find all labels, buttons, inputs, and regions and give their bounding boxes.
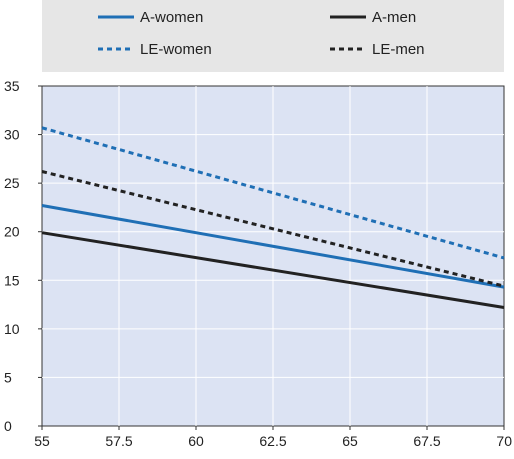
y-tick-label: 25 (4, 175, 20, 191)
legend-box (42, 0, 504, 72)
y-tick-label: 20 (4, 224, 20, 240)
y-tick-label: 30 (4, 127, 20, 143)
x-tick-label: 67.5 (413, 433, 440, 449)
legend-label-a-women: A-women (140, 9, 203, 26)
legend-label-le-men: LE-men (372, 41, 425, 58)
y-tick-label: 5 (4, 369, 12, 385)
y-tick-label: 35 (4, 78, 20, 94)
y-tick-label: 15 (4, 272, 20, 288)
x-tick-label: 55 (34, 433, 50, 449)
y-tick-label: 10 (4, 321, 20, 337)
y-tick-label: 0 (4, 418, 12, 434)
x-tick-label: 65 (342, 433, 358, 449)
x-tick-label: 60 (188, 433, 204, 449)
legend: A-women A-men LE-women LE-men (98, 9, 425, 58)
series-line-a-men (41, 231, 505, 309)
series-line-a-women (41, 204, 505, 289)
series-line-le-women (41, 126, 505, 260)
grid (42, 86, 504, 426)
series-group (41, 126, 505, 309)
legend-label-a-men: A-men (372, 9, 416, 26)
series-line-le-men (41, 170, 505, 288)
x-axis: 55 57.5 60 62.5 65 67.5 70 (34, 426, 512, 449)
y-axis: 0 5 10 15 20 25 30 35 (4, 78, 42, 434)
x-tick-label: 57.5 (105, 433, 132, 449)
x-tick-label: 70 (496, 433, 512, 449)
legend-label-le-women: LE-women (140, 41, 212, 58)
x-tick-label: 62.5 (259, 433, 286, 449)
